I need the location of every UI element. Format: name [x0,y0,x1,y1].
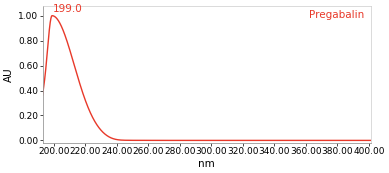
Text: Pregabalin: Pregabalin [309,10,364,20]
Text: 199.0: 199.0 [53,4,82,14]
X-axis label: nm: nm [198,159,215,169]
Y-axis label: AU: AU [4,67,14,82]
